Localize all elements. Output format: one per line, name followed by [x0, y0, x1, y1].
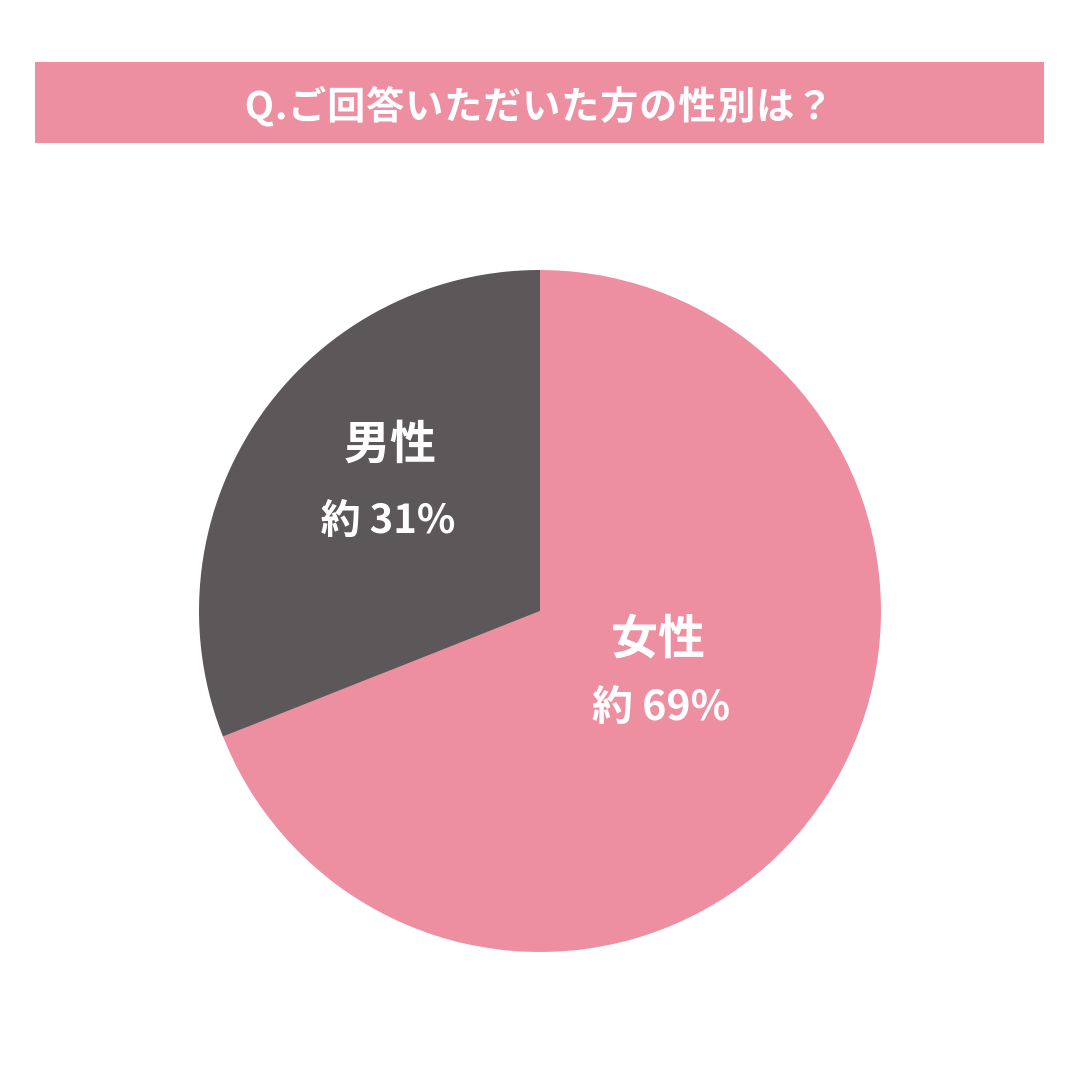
svg-text:約 31%: 約 31%: [321, 487, 456, 545]
svg-text:約 69%: 約 69%: [592, 672, 730, 732]
svg-text:男性: 男性: [344, 407, 436, 473]
svg-text:女性: 女性: [611, 599, 705, 668]
